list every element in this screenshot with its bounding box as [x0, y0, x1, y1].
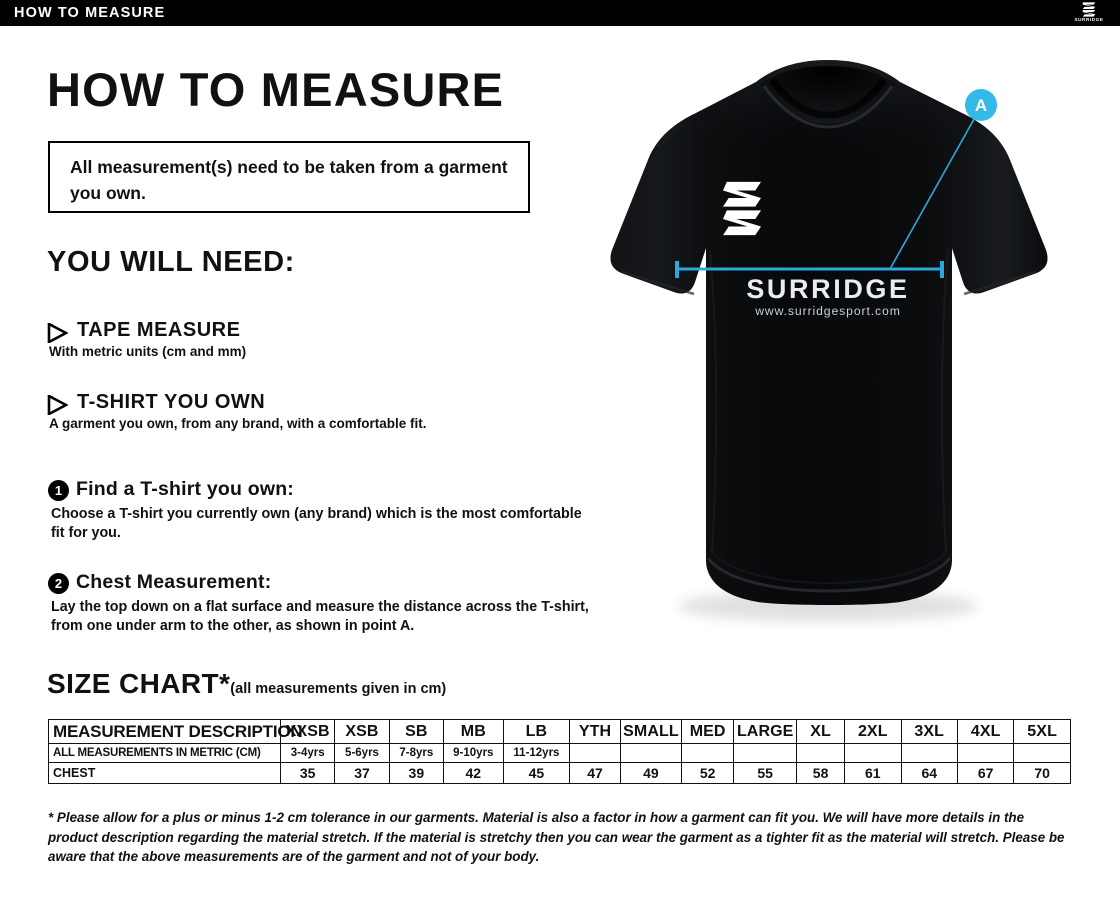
table-age-cell: [796, 743, 846, 763]
shirt-hem-inner: [709, 549, 949, 584]
table-row-ages: ALL MEASUREMENTS IN METRIC (CM) 3-4yrs 5-…: [48, 743, 1071, 763]
step-number-badge: 2: [48, 573, 69, 594]
need-item-sub: A garment you own, from any brand, with …: [49, 416, 427, 431]
table-chest-cell: 70: [1013, 762, 1071, 784]
need-item-label: T-SHIRT YOU OWN: [77, 391, 266, 413]
callout-badge-a: A: [965, 89, 997, 121]
callout-badge-label: A: [975, 96, 987, 115]
table-age-cell: [733, 743, 798, 763]
table-header-cell: MED: [681, 719, 735, 744]
step-body: Choose a T-shirt you currently own (any …: [51, 506, 582, 541]
shirt-collar-rib: [762, 85, 894, 129]
table-age-cell: 5-6yrs: [334, 743, 390, 763]
table-age-cell: 11-12yrs: [502, 743, 571, 763]
table-chest-cell: 67: [956, 762, 1015, 784]
step-number-badge: 1: [48, 480, 69, 501]
size-chart-heading: SIZE CHART*(all measurements given in cm…: [47, 668, 446, 700]
need-item-label: TAPE MEASURE: [77, 319, 241, 341]
table-chest-cell: 55: [733, 762, 798, 784]
step-title: Find a T-shirt you own:: [76, 478, 295, 500]
table-sub-description: ALL MEASUREMENTS IN METRIC (CM): [48, 743, 281, 763]
callout-text: All measurement(s) need to be taken from…: [70, 157, 508, 203]
size-chart-note: (all measurements given in cm): [230, 681, 447, 697]
table-header-cell: 3XL: [900, 719, 958, 744]
shirt-seam-right: [940, 249, 949, 553]
table-chest-cell: 42: [442, 762, 504, 784]
chest-url: www.surridgesport.com: [754, 304, 901, 318]
table-age-cell: 7-8yrs: [388, 743, 444, 763]
brand-logo-word: SURRIDGE: [1074, 17, 1104, 22]
table-age-cell: [1013, 743, 1071, 763]
tshirt-illustration: SURRIDGE www.surridgesport.com A: [560, 40, 1100, 660]
footnote-text: * Please allow for a plus or minus 1-2 c…: [48, 810, 1065, 864]
size-chart-heading-text: SIZE CHART: [47, 668, 219, 699]
table-header-description: MEASUREMENT DESCRIPTION: [48, 719, 303, 744]
shirt-sleeve-right-shade: [952, 114, 1048, 294]
page-title: HOW TO MEASURE: [47, 63, 505, 116]
shirt-collar: [760, 66, 896, 124]
table-header-cell: MB: [442, 719, 504, 744]
table-age-cell: [956, 743, 1015, 763]
surridge-double-s-icon: [1080, 1, 1098, 18]
step-body: Lay the top down on a flat surface and m…: [51, 599, 589, 634]
table-header-cell: 5XL: [1013, 719, 1071, 744]
table-value-description: CHEST: [48, 762, 281, 784]
table-header-cell: 2XL: [844, 719, 902, 744]
table-header-cell: SB: [388, 719, 444, 744]
shirt-hem: [706, 557, 952, 593]
table-header-cell: XL: [796, 719, 846, 744]
shirt-sleeve-left-shade: [610, 114, 706, 294]
table-header-cell: LB: [502, 719, 571, 744]
you-will-need-heading: YOU WILL NEED:: [47, 246, 295, 278]
table-age-cell: [569, 743, 621, 763]
top-header-bar: HOW TO MEASURE SURRIDGE: [0, 0, 1120, 26]
surridge-double-s-icon: [723, 181, 761, 236]
brand-logo: SURRIDGE: [1066, 1, 1112, 25]
table-header-cell: SMALL: [619, 719, 683, 744]
header-title: HOW TO MEASURE: [14, 5, 166, 21]
triangle-bullet-icon: [47, 321, 69, 345]
chest-measure-line: [675, 261, 944, 278]
table-header-cell: XSB: [334, 719, 390, 744]
table-age-cell: 9-10yrs: [442, 743, 504, 763]
table-age-cell: [681, 743, 735, 763]
callout-leader-line: [889, 111, 979, 270]
shirt-body: [610, 60, 1048, 605]
need-item-sub: With metric units (cm and mm): [49, 344, 247, 359]
shirt-sleeve-hem-right: [963, 270, 1037, 296]
table-age-cell: [900, 743, 958, 763]
table-chest-cell: 45: [502, 762, 571, 784]
table-age-cell: 3-4yrs: [279, 743, 336, 763]
step-title: Chest Measurement:: [76, 571, 272, 593]
table-header-cell: YTH: [569, 719, 621, 744]
table-chest-cell: 35: [279, 762, 336, 784]
table-row-chest: CHEST 35 37 39 42 45 47 49 52 55 58 61 64 67 70: [48, 762, 1071, 784]
table-row-header: MEASUREMENT DESCRIPTION XXSB XSB SB MB LB YTH…: [48, 719, 1071, 744]
callout-box: All measurement(s) need to be taken from…: [48, 141, 530, 213]
table-chest-cell: 64: [900, 762, 958, 784]
table-header-cell: LARGE: [733, 719, 798, 744]
table-age-cell: [619, 743, 683, 763]
shirt-sleeve-hem-left: [621, 270, 695, 296]
instructions-panel: HOW TO MEASURE All measurement(s) need t…: [0, 26, 589, 666]
table-chest-cell: 47: [569, 762, 621, 784]
shirt-seam-left: [709, 249, 718, 553]
triangle-bullet-icon: [47, 393, 69, 417]
table-chest-cell: 61: [844, 762, 902, 784]
table-chest-cell: 49: [619, 762, 683, 784]
table-age-cell: [844, 743, 902, 763]
table-header-cell: 4XL: [956, 719, 1015, 744]
table-chest-cell: 37: [334, 762, 390, 784]
shirt-collar-inner: [769, 77, 887, 119]
chest-wordmark: SURRIDGE: [746, 274, 909, 304]
table-chest-cell: 39: [388, 762, 444, 784]
size-chart-table: MEASUREMENT DESCRIPTION XXSB XSB SB MB LB YTH…: [48, 719, 1071, 784]
size-chart-asterisk: *: [219, 668, 231, 699]
table-chest-cell: 52: [681, 762, 735, 784]
table-header-cell: XXSB: [279, 719, 336, 744]
table-chest-cell: 58: [796, 762, 846, 784]
